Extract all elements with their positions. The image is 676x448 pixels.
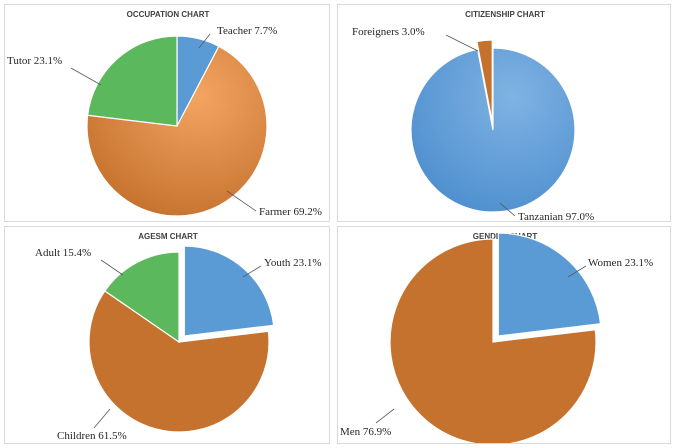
agesm-chart-panel: AGESM CHART Youth 23.1% Children 61.5% Adul… <box>4 226 330 444</box>
citizenship-label-tanzanian: Tanzanian 97.0% <box>518 211 594 221</box>
occupation-leader-tutor <box>70 67 102 86</box>
occupation-label-teacher: Teacher 7.7% <box>217 25 277 37</box>
agesm-leader-youth <box>242 265 262 278</box>
occupation-pie-svg: OCCUPATION CHART Teacher 7.7% Farmer 69.2%… <box>7 10 322 218</box>
gender-leader-women <box>567 265 587 278</box>
gender-slice-women <box>497 232 602 337</box>
occupation-leader-teacher <box>198 33 211 49</box>
occupation-chart-title: OCCUPATION CHART <box>127 10 210 19</box>
citizenship-chart-panel: CITIZENSHIP CHART Tanzanian 97.0% Foreigne… <box>337 4 671 222</box>
agesm-slice-adult <box>104 251 180 344</box>
occupation-slice-farmer <box>86 45 268 217</box>
citizenship-pie-svg: CITIZENSHIP CHART Tanzanian 97.0% Foreigne… <box>352 10 594 221</box>
agesm-leader-children <box>93 408 111 429</box>
agesm-pie-svg: AGESM CHART Youth 23.1% Children 61.5% Adul… <box>35 232 322 442</box>
citizenship-leader-tanzanian <box>499 202 516 217</box>
occupation-chart-panel: OCCUPATION CHART Teacher 7.7% Farmer 69.2%… <box>4 4 330 222</box>
agesm-label-children: Children 61.5% <box>57 430 127 442</box>
citizenship-leader-foreigners <box>445 34 479 52</box>
occupation-label-farmer: Farmer 69.2% <box>259 206 322 218</box>
gender-label-women: Women 23.1% <box>588 257 653 269</box>
citizenship-chart-title: CITIZENSHIP CHART <box>465 10 545 19</box>
citizenship-slice-tanzanian <box>410 47 576 213</box>
gender-label-men: Men 76.9% <box>340 426 391 438</box>
agesm-leader-adult <box>100 259 124 276</box>
citizenship-slice-foreigners <box>476 39 493 123</box>
occupation-label-tutor: Tutor 23.1% <box>7 55 62 67</box>
citizenship-label-foreigners: Foreigners 3.0% <box>352 26 425 38</box>
occupation-leader-farmer <box>226 190 257 212</box>
gender-slice-men <box>389 238 597 443</box>
gender-pie-svg: GENDER CHARTWomen 23.1%Men 76.9% <box>340 232 653 443</box>
gender-chart-panel: GENDER CHARTWomen 23.1%Men 76.9% <box>337 226 671 444</box>
agesm-slice-children <box>88 290 270 433</box>
gender-leader-men <box>375 408 395 424</box>
agesm-label-adult: Adult 15.4% <box>35 247 91 259</box>
agesm-label-youth: Youth 23.1% <box>264 257 322 269</box>
occupation-slice-tutor <box>86 35 178 127</box>
agesm-slice-youth <box>183 245 275 337</box>
agesm-chart-title: AGESM CHART <box>138 232 198 241</box>
